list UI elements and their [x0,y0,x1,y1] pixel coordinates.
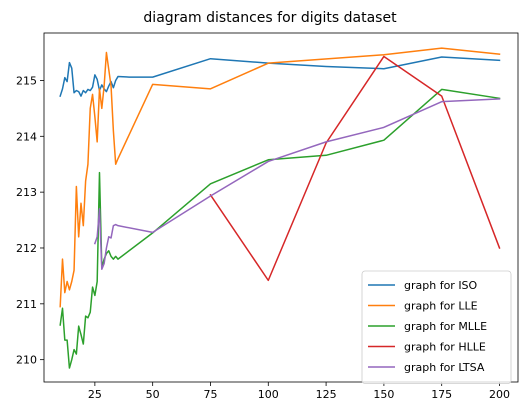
legend: graph for ISO graph for LLE graph for MLLE… [361,270,512,384]
series-line-graph-for-hlle [209,55,501,282]
x-tick-label-175: 175 [431,388,452,401]
series-line-graph-for-lle [59,47,501,308]
series-line-graph-for-iso [59,56,501,98]
series-line-graph-for-ltsa [93,98,501,270]
series-line-graph-for-mlle [59,88,501,369]
chart-title: diagram distances for digits dataset [143,10,397,26]
x-tick-label-75: 75 [203,388,217,401]
axes-layer: 25 50 75 100 125 150 175 200 210 211 212 213 214 215 [16,74,510,401]
legend-label-graph-for-ltsa: graph for LTSA [404,361,485,374]
legend-label-graph-for-hlle: graph for HLLE [404,341,486,354]
x-tick-label-125: 125 [316,388,337,401]
y-tick-label-210: 210 [16,354,37,367]
x-tick-label-100: 100 [258,388,279,401]
legend-label-graph-for-lle: graph for LLE [404,300,478,313]
series-layer [59,47,501,369]
legend-label-graph-for-mlle: graph for MLLE [404,320,487,333]
x-tick-label-200: 200 [489,388,510,401]
x-tick-label-150: 150 [373,388,394,401]
x-tick-label-25: 25 [88,388,102,401]
x-tick-label-50: 50 [146,388,160,401]
y-tick-label-213: 213 [16,186,37,199]
y-tick-label-211: 211 [16,298,37,311]
y-tick-label-214: 214 [16,130,37,143]
y-tick-label-212: 212 [16,242,37,255]
legend-box [361,270,512,384]
plot-frame [43,32,519,383]
legend-label-graph-for-iso: graph for ISO [404,279,478,292]
y-tick-label-215: 215 [16,74,37,87]
